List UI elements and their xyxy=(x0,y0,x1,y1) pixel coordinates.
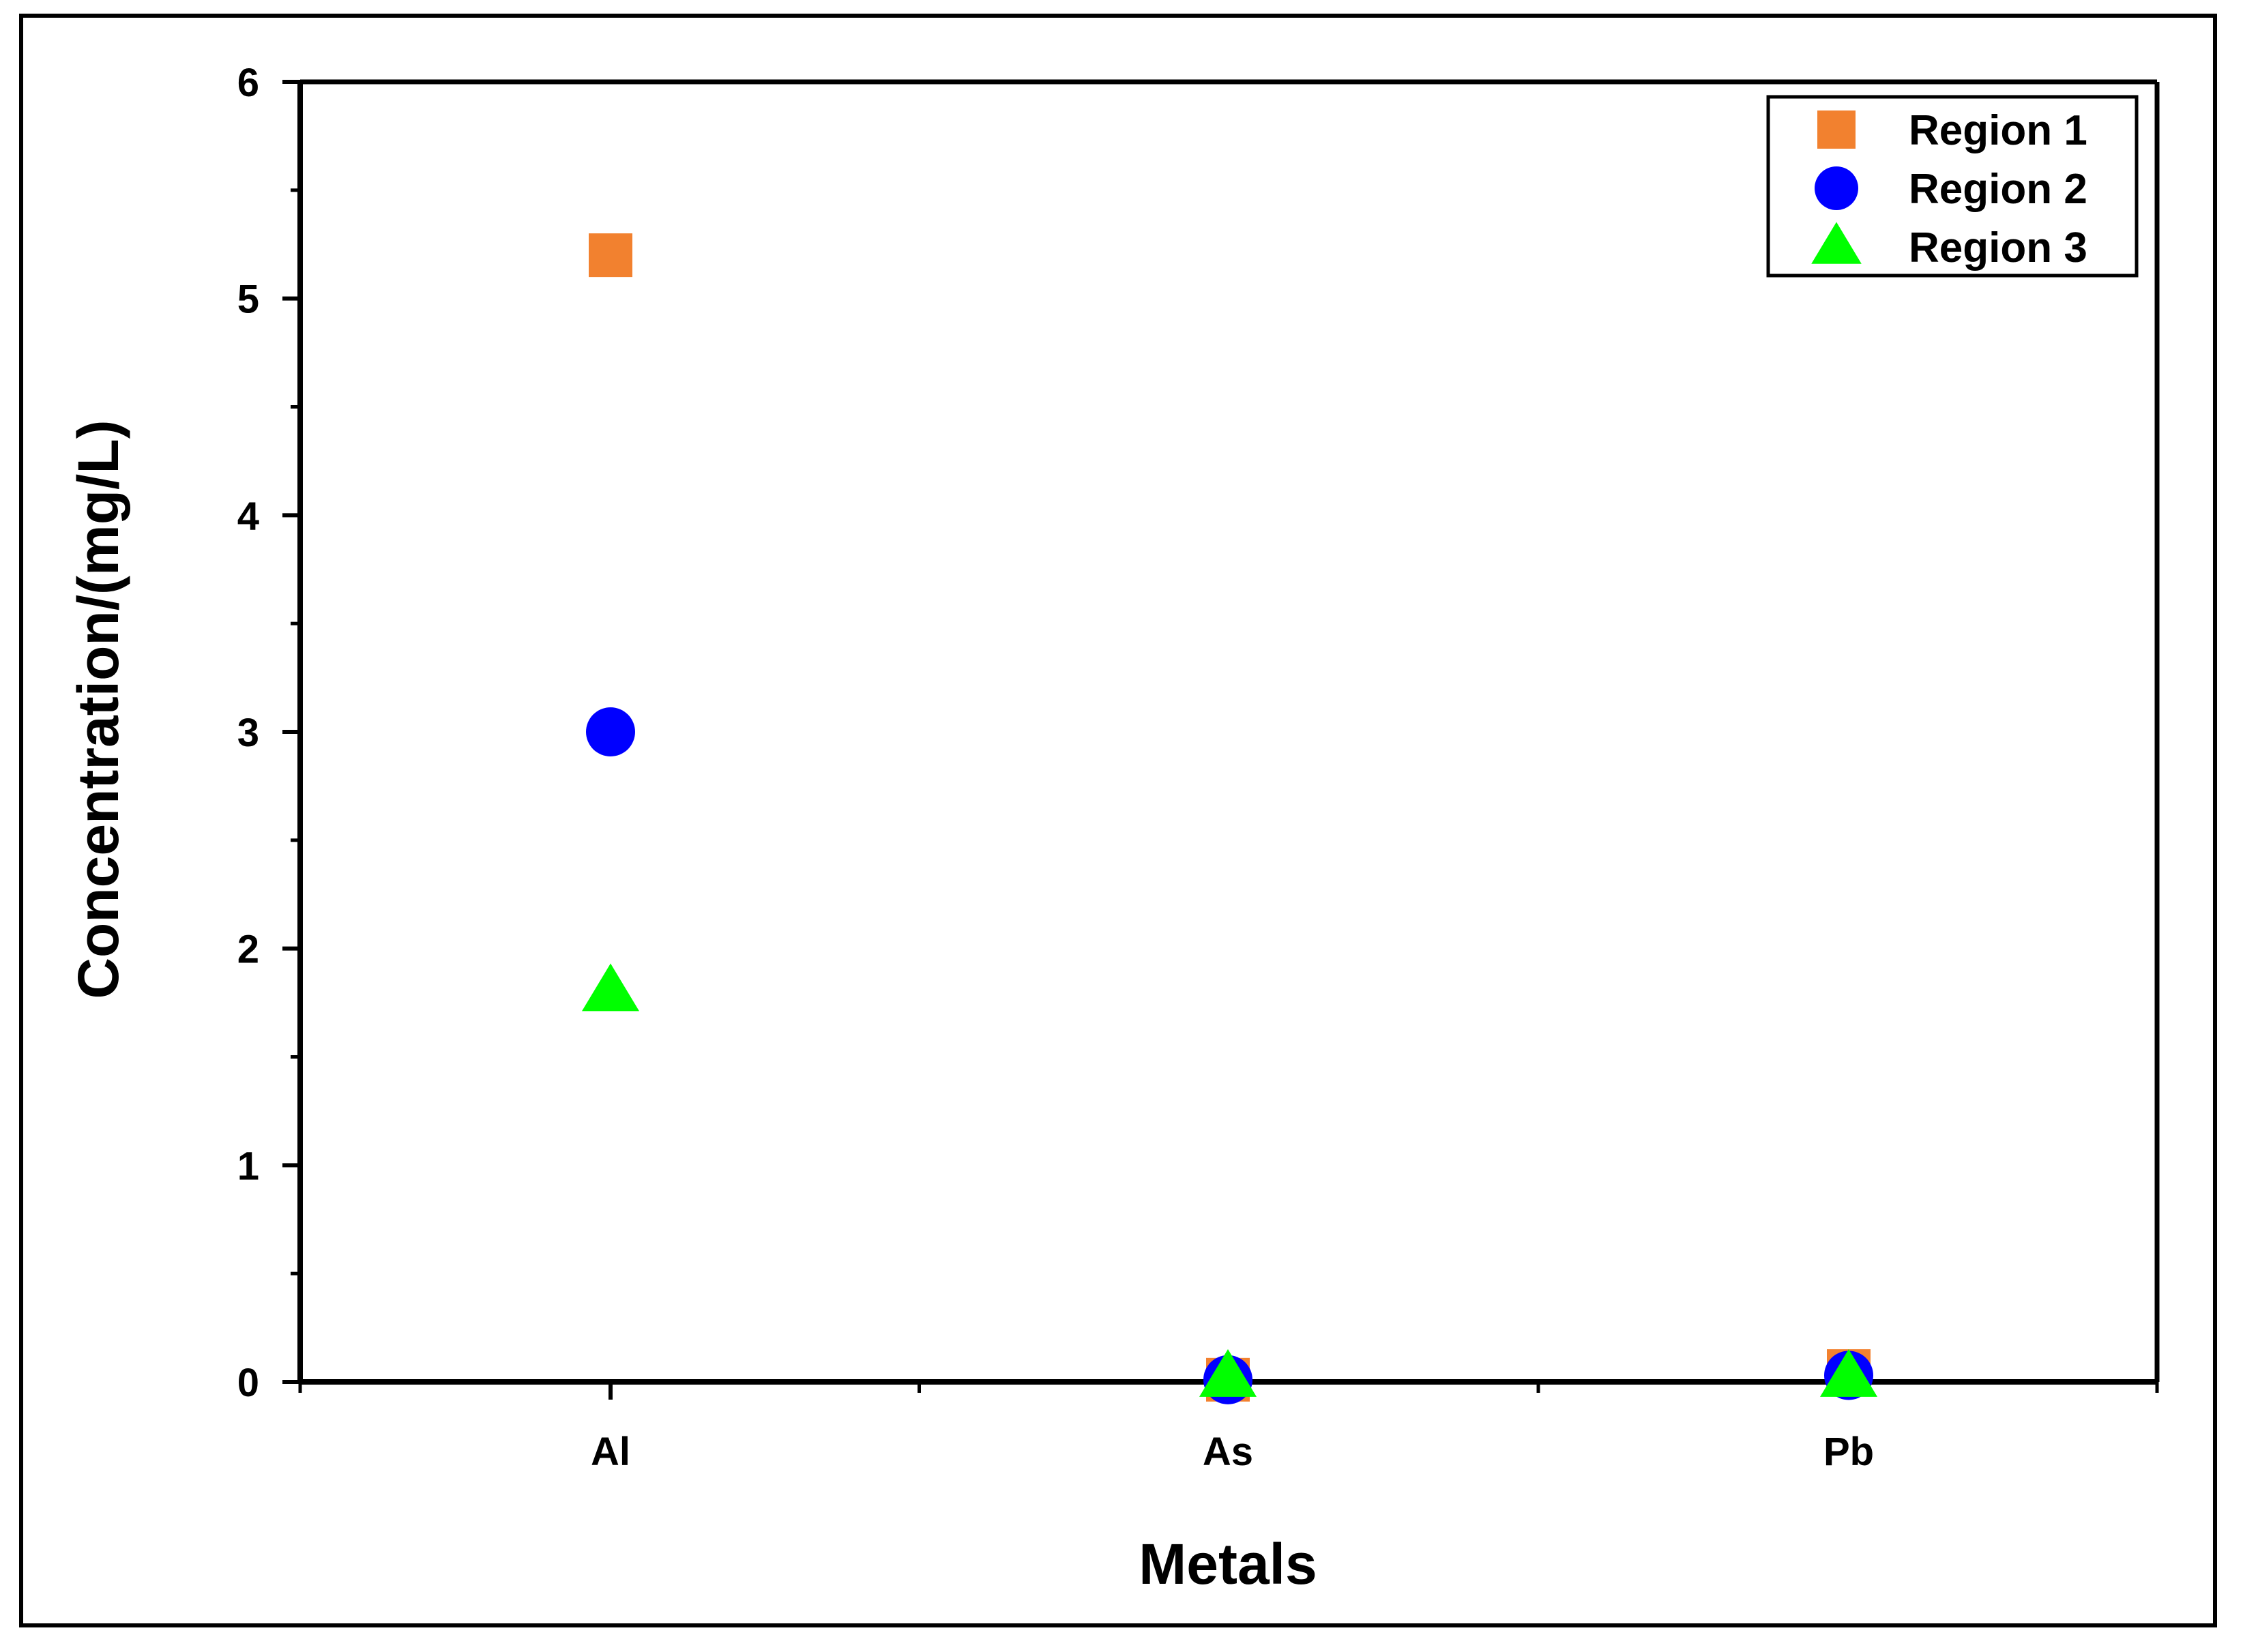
point-region-1-al xyxy=(589,233,632,278)
y-tick-label: 6 xyxy=(237,61,259,105)
y-tick-label: 5 xyxy=(237,278,259,322)
point-region-3-as xyxy=(1199,1348,1257,1397)
legend-marker-2 xyxy=(1815,166,1858,210)
y-ticks: 0 1 2 3 4 5 6 xyxy=(237,61,300,1405)
point-region-3-pb xyxy=(1820,1348,1877,1397)
y-tick-label: 1 xyxy=(237,1144,259,1188)
point-region-3-al xyxy=(582,963,639,1012)
y-axis-label: Concentration/(mg/L) xyxy=(66,419,130,999)
legend-label-3: Region 3 xyxy=(1909,224,2087,271)
x-tick-label: As xyxy=(1203,1430,1253,1474)
x-tick-label: Al xyxy=(591,1430,630,1474)
legend-label-1: Region 1 xyxy=(1909,107,2087,154)
y-tick-label: 0 xyxy=(237,1361,259,1405)
y-tick-label: 2 xyxy=(237,928,259,972)
y-tick-label: 4 xyxy=(237,494,259,538)
x-axis-label: Metals xyxy=(1139,1532,1317,1596)
legend-marker-1 xyxy=(1817,110,1856,149)
y-tick-label: 3 xyxy=(237,711,259,755)
legend-marker-3 xyxy=(1811,222,1862,264)
data-markers xyxy=(582,233,1877,1404)
x-tick-label: Pb xyxy=(1823,1430,1874,1474)
point-region-2-al xyxy=(586,707,635,756)
x-ticks: Al As Pb xyxy=(298,1382,2159,1474)
legend-label-2: Region 2 xyxy=(1909,166,2087,213)
legend: Region 1 Region 2 Region 3 xyxy=(1766,95,2139,278)
